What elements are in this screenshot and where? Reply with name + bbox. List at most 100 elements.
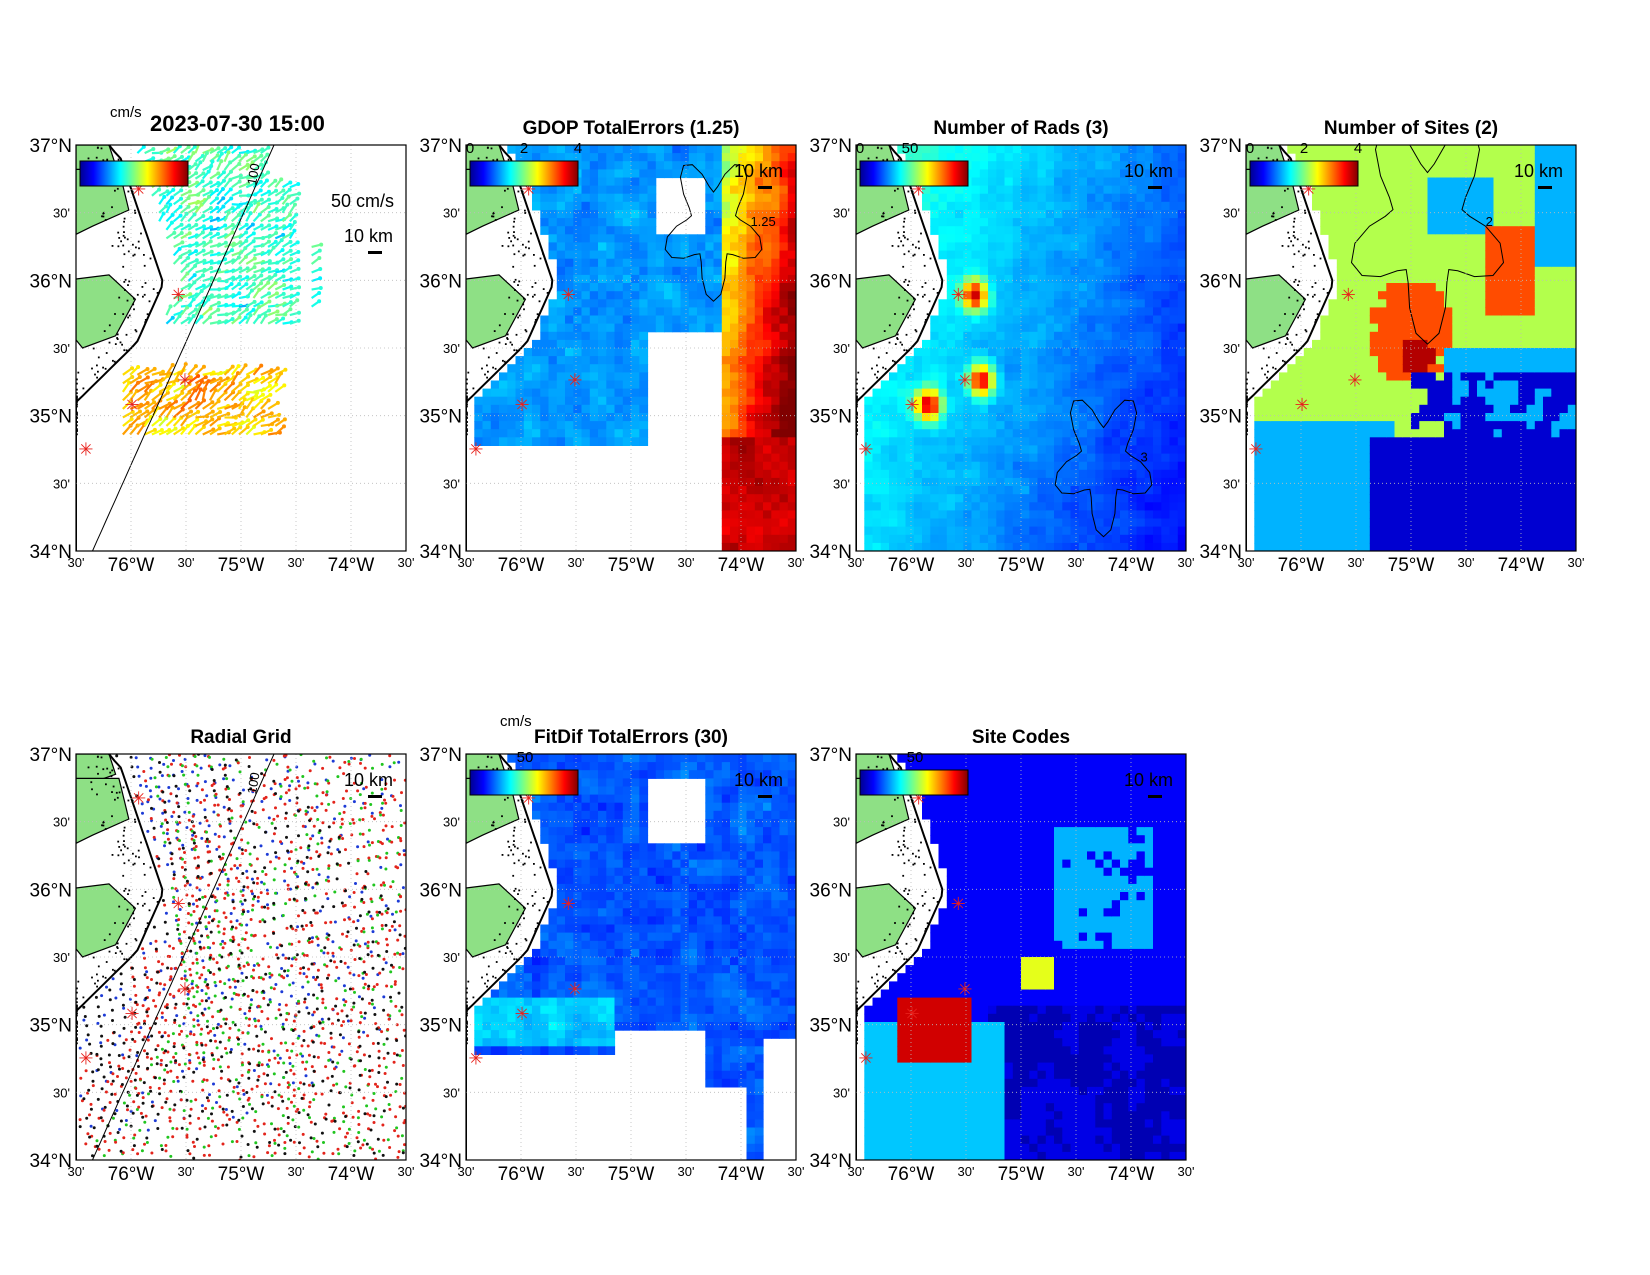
data-cell [963, 185, 973, 195]
data-cell [872, 469, 882, 479]
data-cell [1087, 193, 1096, 203]
data-cell [930, 372, 940, 382]
data-cell [963, 510, 973, 520]
data-cell [1144, 429, 1154, 438]
data-cell [713, 201, 723, 211]
data-cell [573, 429, 583, 438]
coast-speckle [924, 282, 927, 284]
data-cell [556, 193, 566, 203]
current-vector-head [253, 417, 258, 422]
data-cell [1161, 469, 1171, 479]
data-cell [1111, 486, 1121, 495]
data-cell [996, 234, 1006, 243]
data-cell [565, 234, 574, 243]
data-cell [515, 356, 525, 365]
data-cell [1095, 307, 1105, 317]
data-cell [787, 193, 796, 203]
current-vector-head [188, 375, 193, 380]
data-cell [1021, 315, 1030, 325]
data-cell [1161, 364, 1171, 373]
data-cell [589, 291, 599, 300]
data-cell [864, 404, 874, 414]
data-cell [589, 364, 599, 373]
data-cell [598, 201, 607, 211]
data-cell [864, 534, 874, 544]
data-cell [1345, 283, 1354, 292]
data-cell [1062, 429, 1072, 438]
data-cell [1345, 453, 1354, 463]
data-cell [988, 534, 997, 544]
panel-gdop: 1.25✳✳✳✳✳37°N36°N35°N34°N30'30'30'30' 76°… [420, 118, 805, 576]
data-cell [946, 372, 956, 382]
data-cell [754, 242, 764, 252]
data-cell [614, 169, 624, 179]
data-cell [1177, 404, 1186, 414]
data-cell [1054, 258, 1063, 268]
data-cell [955, 242, 964, 252]
data-cell [1295, 364, 1305, 373]
data-cell [1004, 266, 1014, 276]
data-cell [1012, 307, 1022, 317]
data-cell [515, 380, 525, 390]
data-cell [955, 185, 964, 195]
data-cell [763, 445, 772, 455]
current-vector-head [252, 154, 257, 159]
data-cell [1262, 526, 1272, 536]
data-cell [1353, 331, 1363, 341]
data-cell [639, 372, 649, 382]
data-cell [1177, 299, 1186, 308]
data-cell [680, 315, 690, 325]
data-cell [955, 534, 964, 544]
coast-speckle [518, 314, 521, 317]
data-cell [1153, 542, 1162, 551]
current-vector [194, 388, 202, 401]
coast-speckle [119, 341, 122, 344]
data-cell [581, 396, 591, 406]
data-cell [913, 437, 923, 446]
current-vector-head [223, 257, 228, 262]
data-cell [515, 396, 525, 406]
current-vector-head [294, 212, 299, 217]
coast-speckle [466, 401, 468, 404]
data-cell [738, 153, 748, 162]
data-cell [1169, 339, 1179, 349]
coast-speckle [908, 280, 911, 283]
current-vector-head [198, 387, 203, 392]
data-cell [1295, 502, 1305, 511]
data-cell [1037, 307, 1047, 317]
data-cell [713, 169, 723, 179]
data-cell [639, 210, 649, 219]
data-cell [1320, 486, 1330, 495]
data-cell [1111, 274, 1121, 284]
coast-speckle [82, 387, 85, 390]
data-cell [730, 177, 739, 187]
data-cell [1177, 502, 1186, 511]
data-cell [664, 307, 673, 317]
lon-tick-label: 74°W [718, 555, 765, 576]
data-cell [1320, 348, 1330, 357]
data-cell [872, 421, 882, 430]
data-cell [872, 534, 882, 544]
current-vector-head [238, 266, 243, 271]
data-cell [1095, 469, 1105, 479]
data-cell [1103, 437, 1113, 446]
data-cell [1312, 201, 1321, 211]
coast-speckle [522, 254, 525, 257]
data-cell [1012, 518, 1022, 528]
data-cell [556, 218, 566, 227]
data-cell [1029, 534, 1039, 544]
data-cell [955, 145, 964, 154]
coast-speckle [902, 313, 905, 315]
data-cell [905, 153, 915, 162]
data-cell [1295, 445, 1305, 455]
coast-speckle [513, 231, 515, 233]
data-cell [1103, 323, 1113, 333]
data-cell [598, 331, 607, 341]
data-cell [730, 226, 739, 235]
data-cell [1054, 193, 1063, 203]
data-cell [1045, 396, 1055, 406]
data-cell [1169, 469, 1179, 479]
data-cell [779, 469, 789, 479]
data-cell [1345, 250, 1354, 260]
data-cell [1336, 413, 1346, 422]
